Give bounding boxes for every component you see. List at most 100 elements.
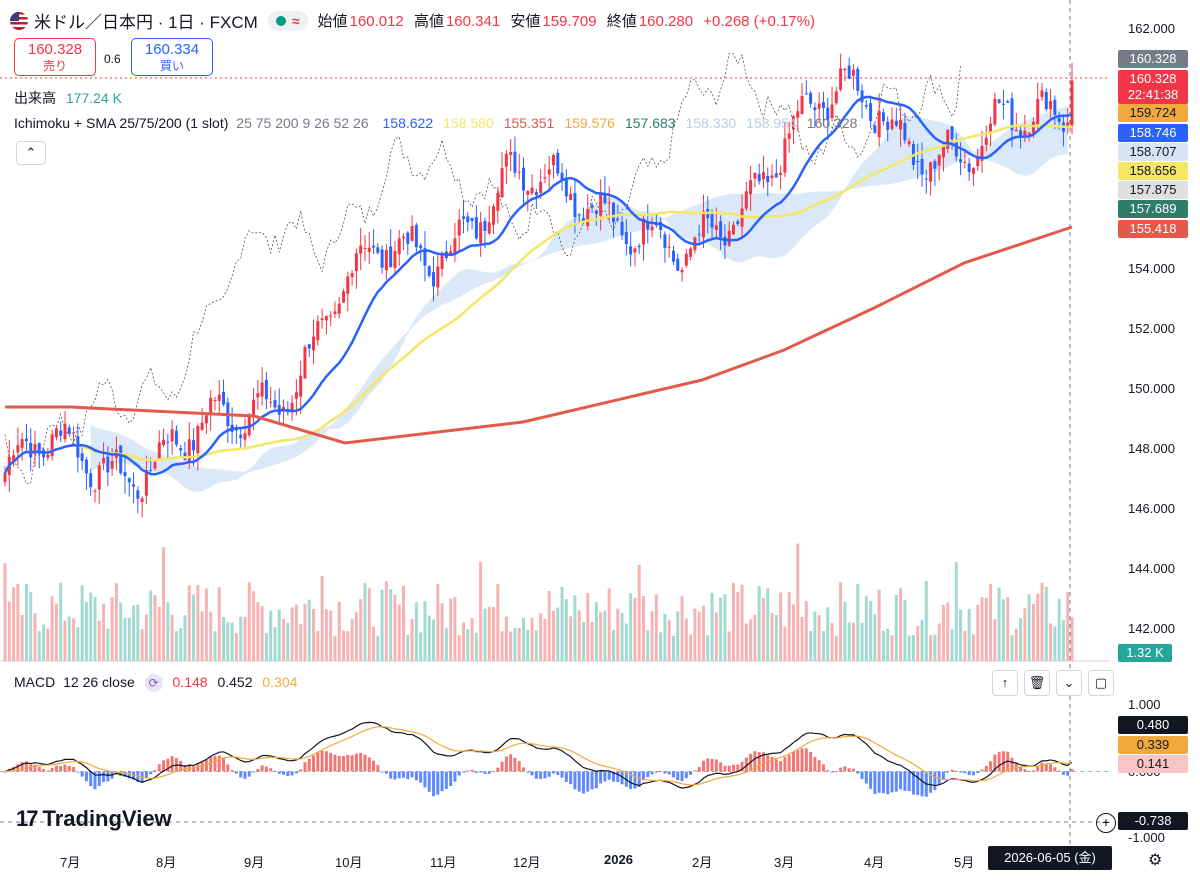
- volume-bar: [33, 613, 37, 661]
- candle-body: [1031, 121, 1035, 133]
- macd-hist-bar: [307, 758, 311, 772]
- macd-hist-bar: [959, 771, 963, 773]
- macd-pane: [3, 721, 1074, 797]
- macd-hist-bar: [483, 771, 487, 774]
- candle-body: [847, 65, 851, 79]
- settings-gear-icon[interactable]: ⚙: [1148, 852, 1163, 869]
- price-tick: 146.000: [1128, 501, 1175, 516]
- macd-hist-bar: [474, 771, 478, 773]
- price-tag: 157.689: [1118, 200, 1188, 218]
- volume-bar: [67, 616, 71, 661]
- macd-hist-bar: [701, 760, 705, 772]
- candle-body: [800, 96, 804, 115]
- market-status-pill[interactable]: ≈: [267, 10, 308, 31]
- macd-legend[interactable]: MACD 12 26 close ⟳ 0.148 0.452 0.304: [14, 674, 297, 692]
- candle-body: [393, 251, 397, 268]
- delete-pane-button[interactable]: 🗑: [1024, 670, 1050, 696]
- candle-body: [119, 445, 123, 474]
- data-feed-icon: ≈: [291, 12, 300, 29]
- volume-bar: [671, 635, 675, 661]
- macd-hist-bar: [847, 768, 851, 772]
- macd-hist-bar: [697, 766, 701, 772]
- candle-body: [834, 91, 838, 104]
- buy-button[interactable]: 160.334 買い: [131, 38, 213, 76]
- volume-bar: [941, 604, 945, 661]
- volume-bar: [363, 583, 367, 661]
- candle-body: [641, 218, 645, 245]
- candle-body: [440, 254, 444, 269]
- macd-hist-bar: [804, 748, 808, 772]
- candle-body: [1053, 99, 1057, 115]
- candle-body: [886, 121, 890, 130]
- macd-hist-bar: [916, 771, 920, 795]
- candle-body: [346, 276, 350, 294]
- sell-button[interactable]: 160.328 売り: [14, 38, 96, 76]
- move-up-button[interactable]: ↑: [992, 670, 1018, 696]
- volume-bar: [406, 634, 410, 661]
- candle-body: [839, 68, 843, 90]
- maximize-pane-button[interactable]: ▢: [1088, 670, 1114, 696]
- candle-body: [856, 68, 860, 91]
- volume-bar: [547, 591, 551, 661]
- macd-hist-bar: [93, 771, 97, 790]
- collapse-legend-button[interactable]: ⌃: [16, 141, 46, 165]
- volume-bar: [3, 563, 7, 661]
- macd-hist-bar: [132, 771, 136, 780]
- macd-hist-bar: [637, 771, 641, 788]
- candle-body: [629, 246, 633, 255]
- volume-bar: [204, 588, 208, 661]
- tradingview-logo[interactable]: 17 TradingView: [16, 806, 172, 832]
- candle-body: [260, 382, 264, 397]
- macd-tag: 0.339: [1118, 736, 1188, 754]
- macd-hist-bar: [1070, 769, 1074, 772]
- candle-body: [929, 162, 933, 182]
- candle-body: [290, 402, 294, 413]
- volume-bar: [277, 609, 281, 661]
- volume-bar: [84, 601, 88, 661]
- add-icon[interactable]: +: [1096, 813, 1116, 833]
- volume-bars: [3, 543, 1074, 661]
- macd-hist-bar: [993, 754, 997, 772]
- candle-body: [59, 430, 63, 436]
- grid: [0, 77, 1110, 823]
- macd-hist-bar: [170, 756, 174, 772]
- volume-legend[interactable]: 出来高 177.24 K: [14, 90, 122, 106]
- macd-hist-bar: [80, 771, 84, 777]
- ichimoku-legend-values: 158.622 158.580 155.351 159.576 157.683 158.3…: [373, 115, 858, 131]
- candle-body: [1001, 103, 1005, 105]
- macd-hist-bar: [277, 771, 281, 774]
- macd-legend-params: 12 26 close: [63, 674, 135, 690]
- candle-body: [63, 423, 67, 440]
- volume-bar: [342, 630, 346, 661]
- volume-bar: [577, 610, 581, 661]
- candle-body: [299, 375, 303, 397]
- volume-bar: [162, 547, 166, 661]
- macd-hist-bar: [821, 764, 825, 772]
- time-tick: 4月: [864, 855, 885, 870]
- collapse-pane-button[interactable]: ⌄: [1056, 670, 1082, 696]
- volume-bar: [213, 631, 217, 661]
- macd-hist-bar: [594, 771, 598, 789]
- volume-bar: [333, 635, 337, 661]
- volume-bar: [980, 597, 984, 661]
- volume-bar: [761, 598, 765, 661]
- candle-body: [620, 221, 624, 236]
- time-tick: 7月: [60, 855, 81, 870]
- volume-bar: [933, 634, 937, 661]
- refresh-icon[interactable]: ⟳: [144, 674, 163, 692]
- ichimoku-legend[interactable]: Ichimoku + SMA 25/75/200 (1 slot) 25 75 …: [14, 115, 857, 131]
- candle-body: [594, 210, 598, 214]
- candle-body: [500, 168, 504, 198]
- candle-body: [860, 90, 864, 103]
- volume-bar: [787, 592, 791, 661]
- volume-bar: [929, 635, 933, 661]
- price-tick: 142.000: [1128, 621, 1175, 636]
- ichimoku-value: 159.576: [564, 115, 615, 131]
- macd-hist-bar: [337, 755, 341, 772]
- volume-bar: [864, 596, 868, 661]
- symbol-title[interactable]: 米ドル／日本円 · 1日 · FXCM: [34, 13, 258, 32]
- macd-hist-bar: [500, 761, 504, 772]
- volume-bar: [286, 622, 290, 661]
- macd-hist-bar: [766, 755, 770, 772]
